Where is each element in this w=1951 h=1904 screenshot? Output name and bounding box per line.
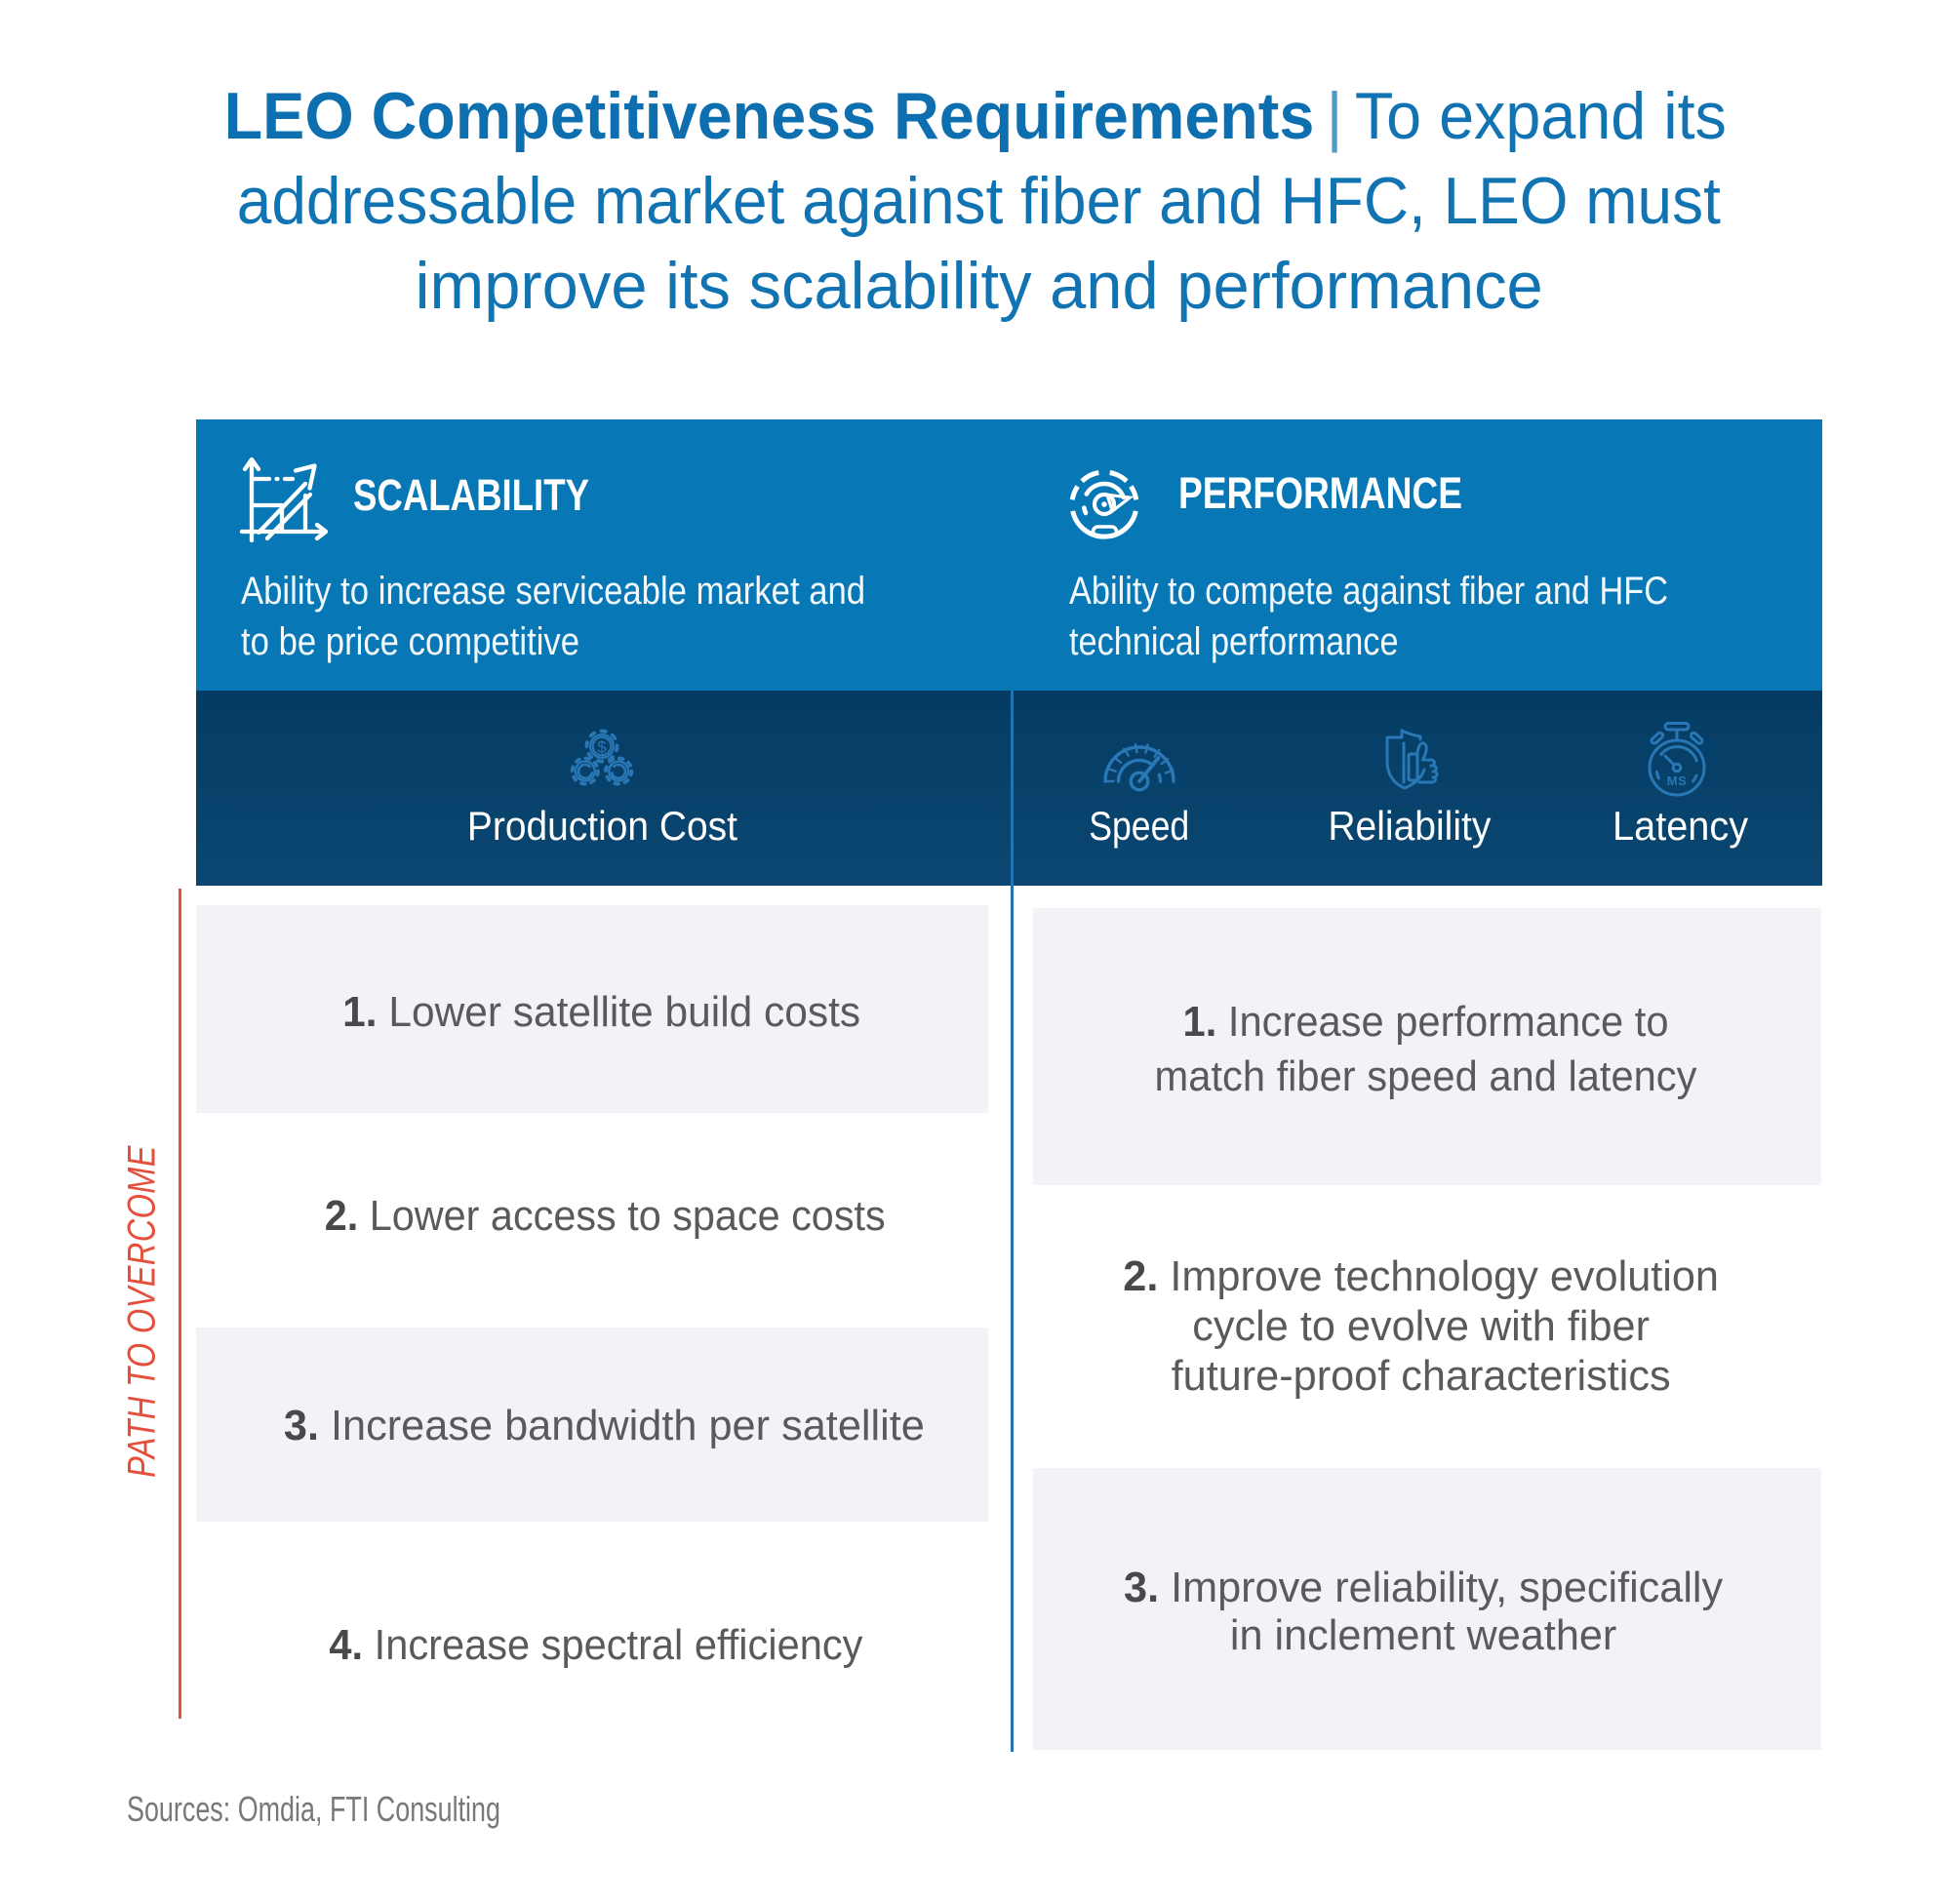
svg-text:$: $ bbox=[597, 738, 607, 757]
svg-text:MS: MS bbox=[1667, 774, 1688, 788]
